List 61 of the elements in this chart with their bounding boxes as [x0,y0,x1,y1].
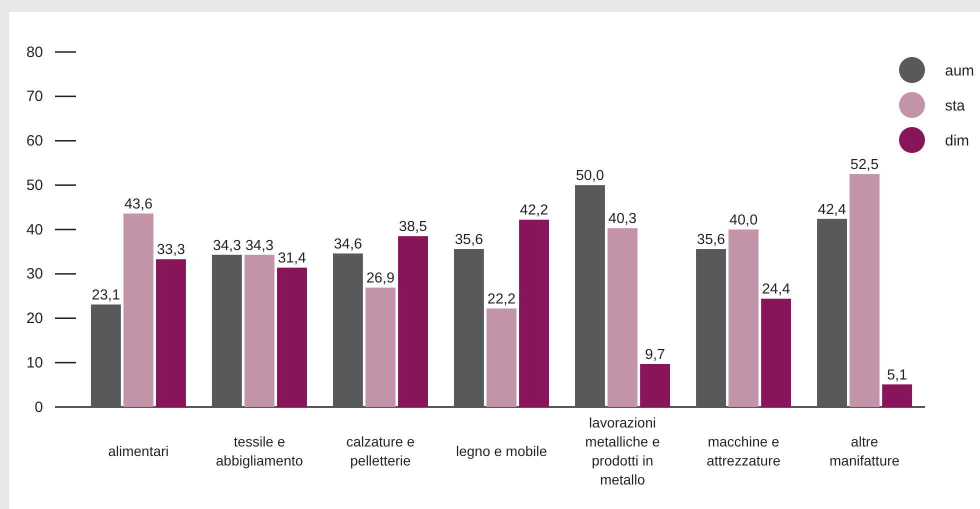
bar [454,249,484,407]
data-label: 40,0 [729,212,758,228]
bar [640,364,670,407]
legend-label: sta [945,97,966,114]
bar [882,384,912,407]
y-tick-label: 50 [26,176,43,194]
y-tick-label: 70 [26,88,43,106]
bar [519,220,549,407]
y-tick-label: 20 [26,310,43,328]
data-label: 35,6 [696,232,726,248]
data-label: 31,4 [278,250,306,267]
x-tick-label: calzature e pelletterie [346,433,415,468]
data-label: 35,6 [454,232,484,248]
data-label: 52,5 [850,157,879,174]
bar [244,254,274,407]
y-tick-label: 0 [34,398,43,416]
data-label: 23,1 [92,287,120,304]
bar [212,254,242,407]
y-tick-label: 80 [26,44,43,61]
bar [850,174,880,407]
bar [90,304,121,407]
bar [761,298,792,407]
y-tick-label: 40 [26,221,43,238]
x-tick-label: macchine e attrezzature [706,433,781,468]
y-tick-label: 30 [26,266,43,283]
data-label: 38,5 [398,219,428,236]
bar [817,218,847,407]
data-label: 22,2 [487,291,516,308]
bar [366,288,396,407]
bar [608,228,638,407]
data-label: 34,3 [212,238,242,254]
data-label: 5,1 [887,367,908,384]
legend-label: aum [945,62,974,80]
data-label: 24,4 [762,282,790,298]
bar [575,185,605,407]
bar [332,253,363,407]
bar [156,259,186,407]
data-label: 50,0 [576,168,604,184]
data-label: 34,3 [245,238,274,254]
x-tick-label: lavorazioni metalliche e prodotti in metallo [585,414,660,488]
bar [486,308,516,407]
data-label: 40,3 [608,211,637,228]
x-tick-label: legno e mobile [456,442,548,459]
data-label: 42,4 [818,202,846,218]
data-label: 9,7 [644,346,666,363]
bar [277,268,307,407]
y-tick-label: 10 [26,354,43,372]
x-tick-label: altre manifatture [830,433,900,468]
bar [728,230,758,407]
data-label: 34,6 [334,236,362,252]
legend-label: dim [945,132,970,150]
bar [398,236,428,407]
x-tick-label: tessile e abbigliamento [216,433,304,468]
y-tick-label: 60 [26,132,43,150]
bar [696,249,726,407]
data-label: 33,3 [156,242,186,258]
bar [123,214,154,407]
data-label: 26,9 [366,270,395,287]
data-label: 43,6 [124,196,153,213]
data-label: 42,2 [520,202,548,219]
x-tick-label: alimentari [108,442,169,459]
